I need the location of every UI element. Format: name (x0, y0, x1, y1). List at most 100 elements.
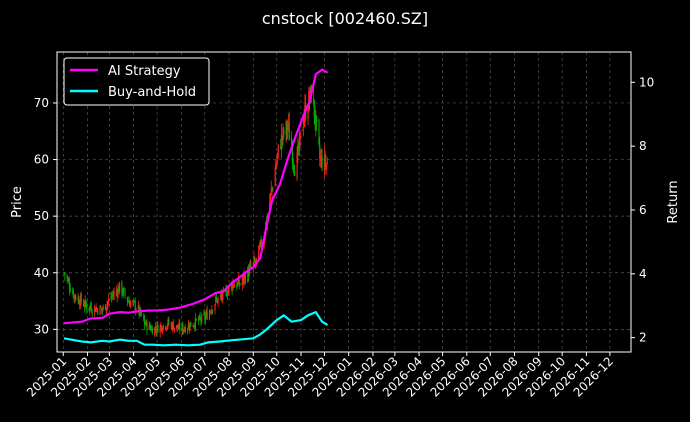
candle-body (155, 330, 157, 332)
candle-body (298, 134, 301, 150)
candle-body (161, 330, 164, 332)
candle-body (233, 284, 235, 287)
y-right-tick-label: 10 (639, 75, 654, 89)
candle-body (269, 193, 272, 201)
candle-body (221, 294, 223, 298)
candle-body (176, 324, 179, 329)
candle-body (89, 306, 91, 310)
candle-body (80, 294, 82, 303)
candle-body (82, 303, 85, 307)
candle-body (227, 289, 229, 295)
candle-body (112, 295, 114, 297)
candle-body (183, 329, 185, 332)
candle-body (291, 148, 293, 164)
candle-body (233, 285, 236, 288)
candle-body (96, 308, 98, 310)
legend: AI Strategy Buy-and-Hold (63, 57, 210, 106)
candle-body (134, 300, 136, 310)
candle-body (90, 306, 93, 312)
return-lines (63, 68, 329, 347)
candle-body (107, 301, 109, 305)
candle-body (244, 275, 247, 283)
candle-body (258, 245, 261, 249)
candle-body (173, 327, 175, 331)
candle-body (183, 328, 186, 331)
y-left-tick-label: 70 (34, 96, 49, 110)
y-left-tick-label: 30 (34, 322, 49, 336)
candle-body (63, 272, 65, 274)
candle-body (122, 292, 124, 294)
candle-body (116, 291, 118, 296)
candle-body (228, 285, 230, 291)
ai-strategy-line (63, 68, 329, 325)
candle-body (323, 154, 326, 171)
candle-body (72, 291, 75, 298)
candle-body (74, 295, 76, 298)
candle-body (123, 288, 125, 290)
candle-body (307, 111, 309, 119)
candle-body (97, 309, 99, 314)
candle-body (102, 305, 104, 310)
candle-body (291, 137, 293, 150)
candle-body (86, 305, 88, 310)
candle-body (113, 291, 115, 296)
candle-body (129, 301, 131, 307)
candle-body (205, 311, 207, 316)
candle-body (95, 307, 97, 311)
price-candles (63, 84, 329, 338)
candle-body (73, 294, 75, 299)
candle-body (198, 315, 200, 320)
candle-body (154, 326, 157, 329)
candle-body (222, 288, 225, 290)
candle-body (144, 323, 146, 325)
candle-body (319, 157, 322, 161)
candle-body (236, 283, 238, 288)
candle-body (249, 264, 251, 267)
candle-body (75, 296, 77, 300)
candle-body (143, 319, 146, 325)
candle-body (309, 86, 311, 99)
chart-title: cnstock [002460.SZ] (262, 9, 428, 28)
candle-body (237, 277, 240, 284)
candle-body (276, 161, 278, 166)
candle-body (314, 114, 316, 124)
candle-body (321, 156, 323, 169)
candle-body (243, 273, 245, 282)
candle-body (241, 280, 243, 286)
candle-body (91, 312, 93, 314)
candle-body (280, 134, 283, 149)
candle-body (68, 280, 70, 282)
y-left-tick-label: 60 (34, 153, 49, 167)
candle-body (108, 298, 110, 302)
candle-body (242, 275, 244, 280)
candle-body (186, 328, 189, 332)
candle-body (151, 327, 154, 335)
candle-body (209, 311, 211, 312)
candle-body (177, 327, 179, 329)
candle-body (182, 324, 184, 332)
candle-body (287, 126, 289, 129)
candle-body (165, 326, 167, 329)
candle-body (64, 272, 66, 276)
candle-body (276, 153, 279, 159)
candle-body (298, 143, 300, 150)
candle-body (161, 326, 163, 332)
candle-body (181, 325, 183, 331)
candle-body (219, 295, 222, 297)
candle-body (69, 289, 71, 292)
candle-body (106, 303, 108, 309)
candle-body (231, 283, 233, 289)
candle-body (248, 266, 250, 276)
candle-body (259, 240, 261, 245)
candle-body (189, 323, 191, 331)
candle-body (326, 163, 329, 165)
candle-body (239, 283, 241, 285)
left-axis-ticks: 30 40 50 60 70 (34, 96, 57, 336)
candle-body (143, 313, 145, 321)
legend-box (63, 57, 210, 106)
candle-body (200, 319, 202, 322)
candle-body (166, 325, 168, 328)
candle-body (105, 307, 107, 311)
legend-label-ai-strategy: AI Strategy (108, 64, 181, 79)
candle-body (285, 120, 287, 135)
